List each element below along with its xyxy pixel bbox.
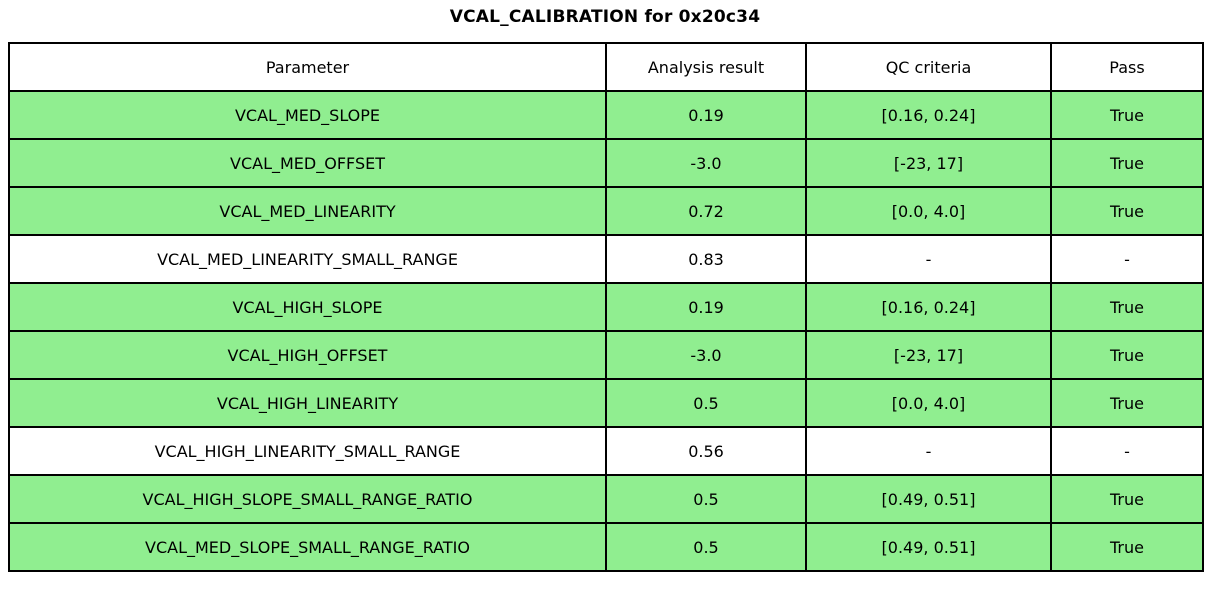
qc-results-table: Parameter Analysis result QC criteria Pass … <box>8 42 1204 572</box>
cell-pass: True <box>1050 522 1204 572</box>
table-row: VCAL_HIGH_SLOPE_SMALL_RANGE_RATIO 0.5 [0.4… <box>8 474 1204 524</box>
cell-parameter: VCAL_MED_LINEARITY_SMALL_RANGE <box>8 234 607 284</box>
cell-parameter: VCAL_MED_OFFSET <box>8 138 607 188</box>
cell-pass: True <box>1050 282 1204 332</box>
table-row: VCAL_HIGH_LINEARITY_SMALL_RANGE 0.56- - <box>8 426 1204 476</box>
cell-analysis-result: 0.83 <box>605 234 807 284</box>
cell-pass: True <box>1050 90 1204 140</box>
cell-parameter: VCAL_HIGH_SLOPE_SMALL_RANGE_RATIO <box>8 474 607 524</box>
table-row: VCAL_MED_SLOPE_SMALL_RANGE_RATIO 0.5 [0.49… <box>8 522 1204 572</box>
cell-pass: True <box>1050 474 1204 524</box>
table-row: VCAL_MED_SLOPE 0.19 [0.16, 0.24] True <box>8 90 1204 140</box>
column-header-analysis-result: Analysis result <box>605 42 807 92</box>
table-row: VCAL_HIGH_OFFSET -3.0 [-23, 17] True <box>8 330 1204 380</box>
cell-qc-criteria: [0.16, 0.24] <box>805 282 1052 332</box>
page-title: VCAL_CALIBRATION for 0x20c34 <box>449 7 761 27</box>
cell-pass: True <box>1050 330 1204 380</box>
cell-qc-criteria: [0.16, 0.24] <box>805 90 1052 140</box>
cell-qc-criteria: [-23, 17] <box>805 330 1052 380</box>
cell-analysis-result: 0.72 <box>605 186 807 236</box>
cell-parameter: VCAL_MED_SLOPE_SMALL_RANGE_RATIO <box>8 522 607 572</box>
cell-parameter: VCAL_HIGH_OFFSET <box>8 330 607 380</box>
cell-qc-criteria: - <box>805 426 1052 476</box>
header-row: Parameter Analysis result QC criteria Pass <box>8 42 1204 92</box>
cell-qc-criteria: [0.0, 4.0] <box>805 378 1052 428</box>
cell-pass: - <box>1050 426 1204 476</box>
cell-parameter: VCAL_MED_LINEARITY <box>8 186 607 236</box>
cell-analysis-result: 0.5 <box>605 474 807 524</box>
cell-pass: - <box>1050 234 1204 284</box>
table-row: VCAL_MED_LINEARITY 0.72 [0.0, 4.0] True <box>8 186 1204 236</box>
cell-pass: True <box>1050 138 1204 188</box>
table-row: VCAL_MED_LINEARITY_SMALL_RANGE 0.83- - <box>8 234 1204 284</box>
cell-analysis-result: -3.0 <box>605 330 807 380</box>
cell-parameter: VCAL_HIGH_LINEARITY <box>8 378 607 428</box>
cell-qc-criteria: [0.0, 4.0] <box>805 186 1052 236</box>
cell-parameter: VCAL_MED_SLOPE <box>8 90 607 140</box>
column-header-parameter: Parameter <box>8 42 607 92</box>
cell-analysis-result: -3.0 <box>605 138 807 188</box>
table-row: VCAL_HIGH_LINEARITY 0.5 [0.0, 4.0] True <box>8 378 1204 428</box>
cell-qc-criteria: - <box>805 234 1052 284</box>
cell-qc-criteria: [0.49, 0.51] <box>805 522 1052 572</box>
cell-qc-criteria: [-23, 17] <box>805 138 1052 188</box>
table-row: VCAL_MED_OFFSET -3.0 [-23, 17] True <box>8 138 1204 188</box>
table-body: VCAL_MED_SLOPE 0.19 [0.16, 0.24] True VCAL_M… <box>8 90 1204 572</box>
cell-pass: True <box>1050 378 1204 428</box>
table-row: VCAL_HIGH_SLOPE 0.19 [0.16, 0.24] True <box>8 282 1204 332</box>
cell-qc-criteria: [0.49, 0.51] <box>805 474 1052 524</box>
cell-analysis-result: 0.56 <box>605 426 807 476</box>
cell-pass: True <box>1050 186 1204 236</box>
cell-parameter: VCAL_HIGH_SLOPE <box>8 282 607 332</box>
cell-analysis-result: 0.19 <box>605 282 807 332</box>
cell-analysis-result: 0.5 <box>605 522 807 572</box>
cell-analysis-result: 0.5 <box>605 378 807 428</box>
column-header-pass: Pass <box>1050 42 1204 92</box>
cell-parameter: VCAL_HIGH_LINEARITY_SMALL_RANGE <box>8 426 607 476</box>
cell-analysis-result: 0.19 <box>605 90 807 140</box>
column-header-qc-criteria: QC criteria <box>805 42 1052 92</box>
